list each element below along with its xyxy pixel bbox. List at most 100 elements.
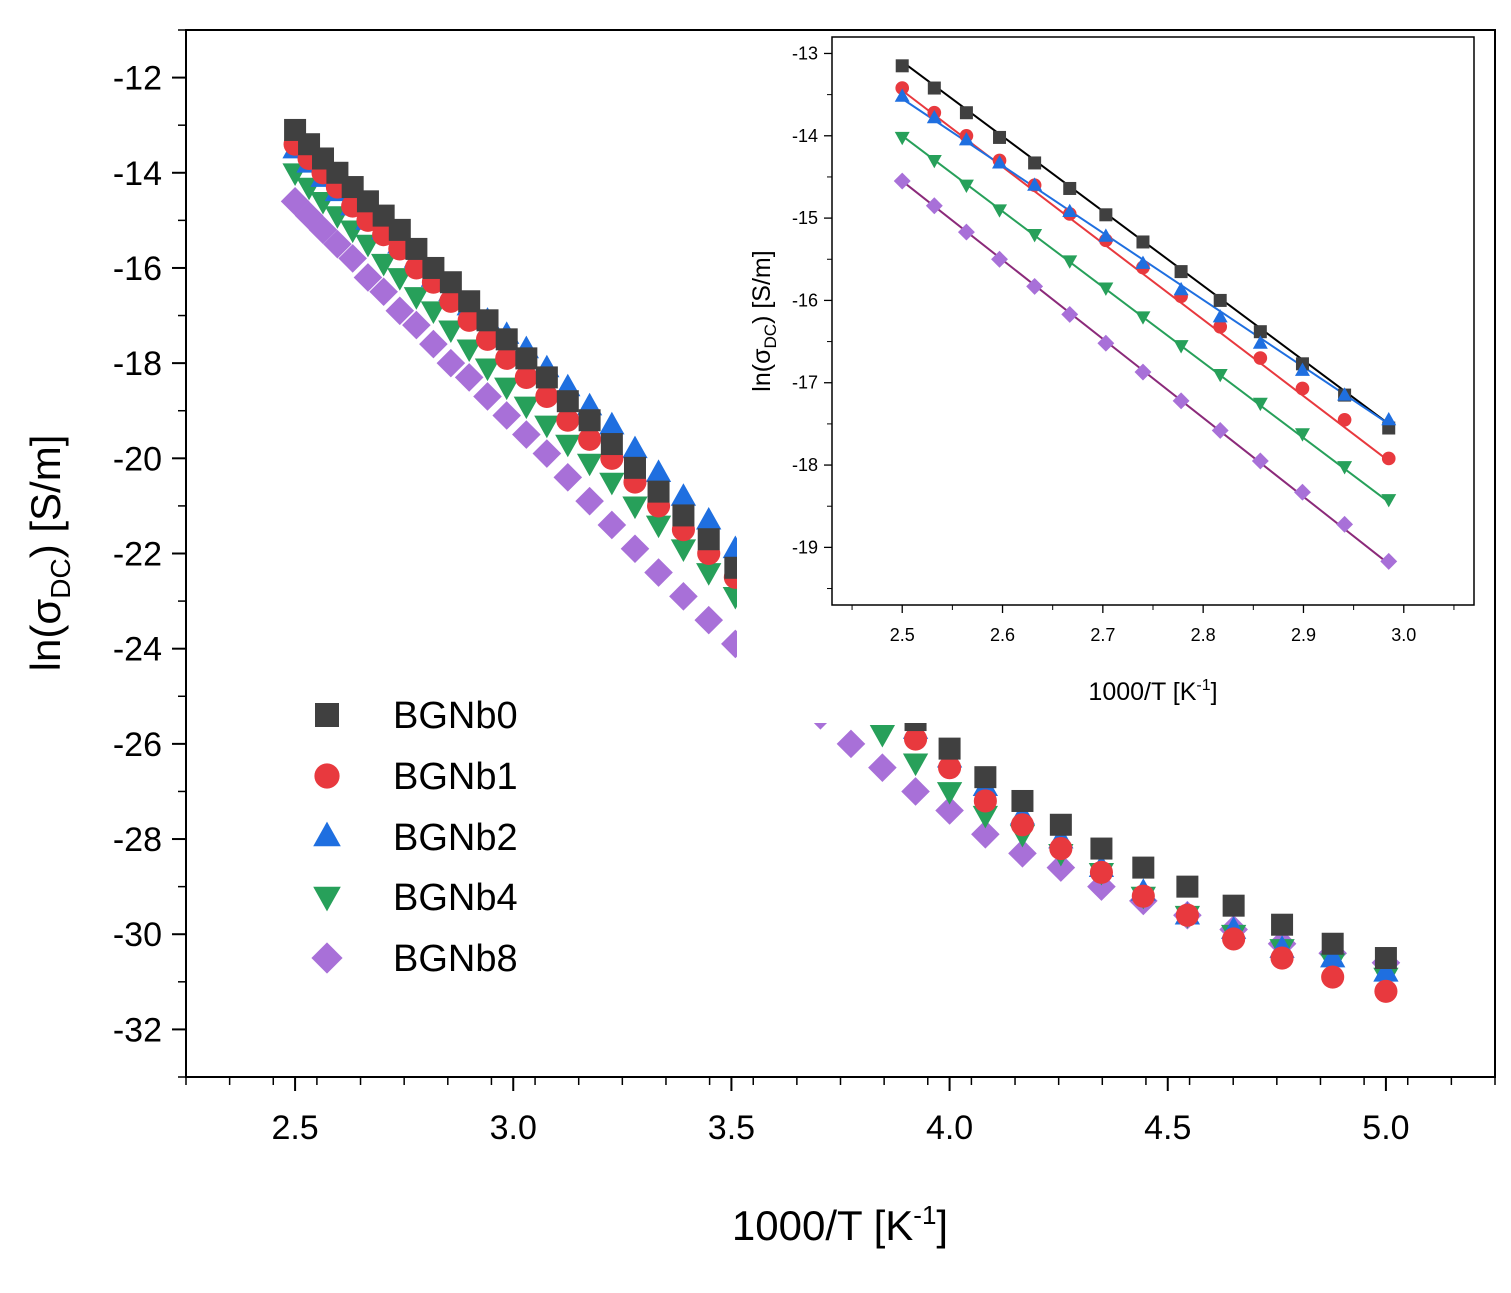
main-point-bgnb8 [492,401,522,430]
main-point-bgnb1 [535,384,559,409]
main-y-tick-label: -24 [113,631,162,669]
main-y-tick-label: -30 [113,916,162,954]
inset-point-bgnb4 [1252,397,1268,412]
inset-point-bgnb4 [1098,282,1114,296]
main-point-bgnb4 [902,753,929,777]
inset-point-bgnb4 [1027,229,1043,243]
main-point-bgnb1 [514,365,538,389]
inset-x-tick-label: 2.6 [990,625,1015,645]
main-point-bgnb4 [474,358,501,382]
main-point-bgnb4 [534,415,560,439]
main-point-bgnb0 [476,309,499,332]
inset-y-axis-title: ln(σDC) [S/m] [748,250,780,391]
inset-series-bgnb2 [894,88,1397,426]
main-x-tick-label: 3.5 [708,1109,755,1147]
main-point-bgnb2 [696,506,722,530]
main-point-bgnb8 [1046,853,1076,882]
inset-point-bgnb8 [1294,483,1311,501]
inset-series-bgnb4 [894,131,1397,508]
inset-point-bgnb2 [1173,281,1189,296]
inset-point-bgnb2 [894,88,910,102]
main-y-tick-label: -18 [113,345,162,383]
inset-point-bgnb4 [1294,428,1310,442]
main-point-bgnb8 [620,534,650,564]
inset-point-bgnb2 [1252,335,1268,349]
main-point-bgnb1 [457,308,481,332]
legend-label-bgnb4: BGNb4 [393,877,518,919]
main-data-markers [280,118,1401,1003]
inset-y-tick-label: -14 [792,126,818,146]
inset-point-bgnb8 [1211,422,1229,439]
main-point-bgnb8 [308,215,338,245]
inset-y-tick-label: -19 [792,537,818,557]
main-point-bgnb4 [972,805,999,829]
main-point-bgnb8 [323,229,352,259]
inset-x-tick-label: 2.9 [1291,625,1316,645]
main-point-bgnb4 [576,453,603,477]
main-point-bgnb0 [578,409,601,432]
inset-series-bgnb0 [895,59,1396,435]
main-x-tick-label: 3.0 [490,1109,537,1147]
inset-point-bgnb1 [895,81,910,95]
main-point-bgnb8 [512,420,541,449]
inset-point-bgnb8 [1097,334,1115,352]
inset-point-bgnb2 [1294,362,1310,376]
inset-point-bgnb0 [1099,208,1113,222]
main-point-bgnb1 [1089,860,1113,884]
main-point-bgnb8 [454,363,484,392]
main-tick-labels: 2.5 3.0 3.5 4.0 4.5 5.0 -12 -14 -16 -18 -20 -22 -24 -… [113,60,1410,1147]
legend: BGNb0 BGNb1 BGNb2 BGNb4 BGNb8 [311,695,518,980]
main-point-bgnb0 [1132,856,1155,879]
main-point-bgnb0 [388,218,411,241]
inset-point-bgnb4 [926,154,942,169]
inset-point-bgnb2 [1212,309,1228,323]
inset-point-bgnb8 [1172,392,1190,410]
legend-label-bgnb8: BGNb8 [393,938,518,980]
main-point-bgnb1 [938,756,962,780]
main-point-bgnb1 [495,346,519,370]
inset-point-bgnb4 [1173,340,1189,354]
inset-point-bgnb8 [1251,452,1269,470]
main-y-tick-label: -28 [113,821,162,859]
main-point-bgnb0 [938,737,961,760]
main-point-bgnb0 [422,256,445,279]
main-x-tick-label: 4.0 [926,1109,973,1147]
main-point-bgnb1 [1270,946,1294,970]
inset-point-bgnb4 [1337,461,1353,475]
main-point-bgnb0 [535,366,558,389]
main-point-bgnb4 [420,301,447,324]
main-point-bgnb8 [294,201,324,230]
inset-point-bgnb4 [1062,255,1078,269]
main-point-bgnb2 [599,411,625,435]
main-point-bgnb0 [1271,913,1294,936]
main-point-bgnb8 [644,558,673,587]
legend-label-bgnb0: BGNb0 [393,695,518,737]
main-point-bgnb8 [473,382,502,411]
main-y-tick-label: -16 [113,250,162,288]
main-point-bgnb1 [1374,979,1398,1003]
main-point-bgnb1 [404,256,428,280]
inset-point-bgnb8 [1134,363,1152,381]
main-point-bgnb0 [1321,932,1344,955]
inset-point-bgnb2 [992,155,1007,169]
main-y-axis-title: ln(σDC) [S/m] [22,435,76,672]
legend-label-bgnb1: BGNb1 [393,756,518,798]
inset-point-bgnb2 [1027,177,1043,191]
inset-point-bgnb4 [1212,368,1228,383]
inset-point-bgnb4 [958,179,974,193]
inset-point-bgnb1 [1381,451,1396,466]
main-point-bgnb8 [532,439,562,468]
main-point-bgnb0 [495,328,518,351]
main-point-bgnb8 [553,463,583,492]
inset-tick-labels: 2.5 2.6 2.7 2.8 2.9 3.0 -13 -14 -15 -16 -17 -18 -19 [792,43,1416,645]
inset-point-bgnb8 [1380,552,1398,570]
inset-point-bgnb0 [1028,156,1042,170]
inset-y-tick-label: -17 [792,373,818,393]
main-point-bgnb1 [1321,965,1345,989]
inset-series-bgnb8 [893,172,1398,570]
inset-point-bgnb0 [1136,235,1150,249]
inset-x-tick-label: 2.8 [1191,625,1216,645]
inset-x-axis-title: 1000/T [K-1] [1088,677,1217,706]
inset-point-bgnb2 [926,109,942,124]
main-point-bgnb4 [599,472,625,496]
